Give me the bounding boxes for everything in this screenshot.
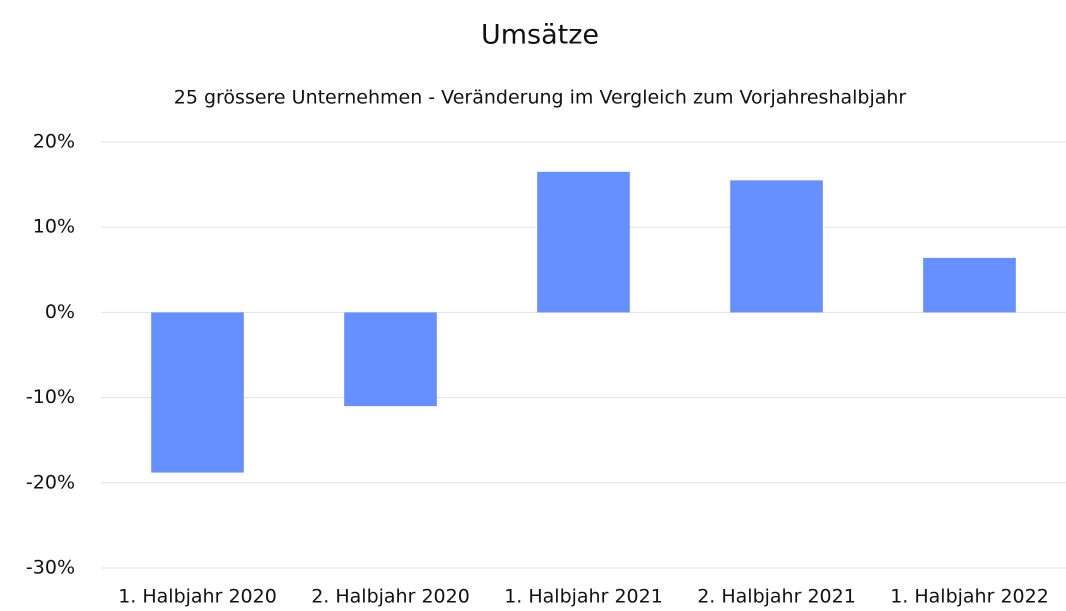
y-tick-label: -10% (26, 386, 75, 408)
y-tick-label: -30% (26, 557, 75, 579)
bar (151, 312, 244, 473)
y-tick-label: -20% (26, 471, 75, 493)
x-tick-label: 1. Halbjahr 2021 (504, 586, 663, 608)
x-tick-label: 2. Halbjahr 2020 (311, 586, 470, 608)
x-tick-label: 1. Halbjahr 2022 (890, 586, 1049, 608)
x-tick-label: 2. Halbjahr 2021 (697, 586, 856, 608)
y-tick-label: 10% (33, 216, 75, 238)
bar (730, 180, 823, 313)
y-tick-label: 0% (45, 301, 75, 323)
bar (537, 171, 630, 313)
chart-subtitle: 25 grössere Unternehmen - Veränderung im… (174, 87, 907, 109)
bar (344, 312, 437, 407)
bar (923, 257, 1016, 313)
y-tick-label: 20% (33, 131, 75, 153)
x-tick-label: 1. Halbjahr 2020 (118, 586, 277, 608)
chart-title: Umsätze (481, 20, 599, 51)
